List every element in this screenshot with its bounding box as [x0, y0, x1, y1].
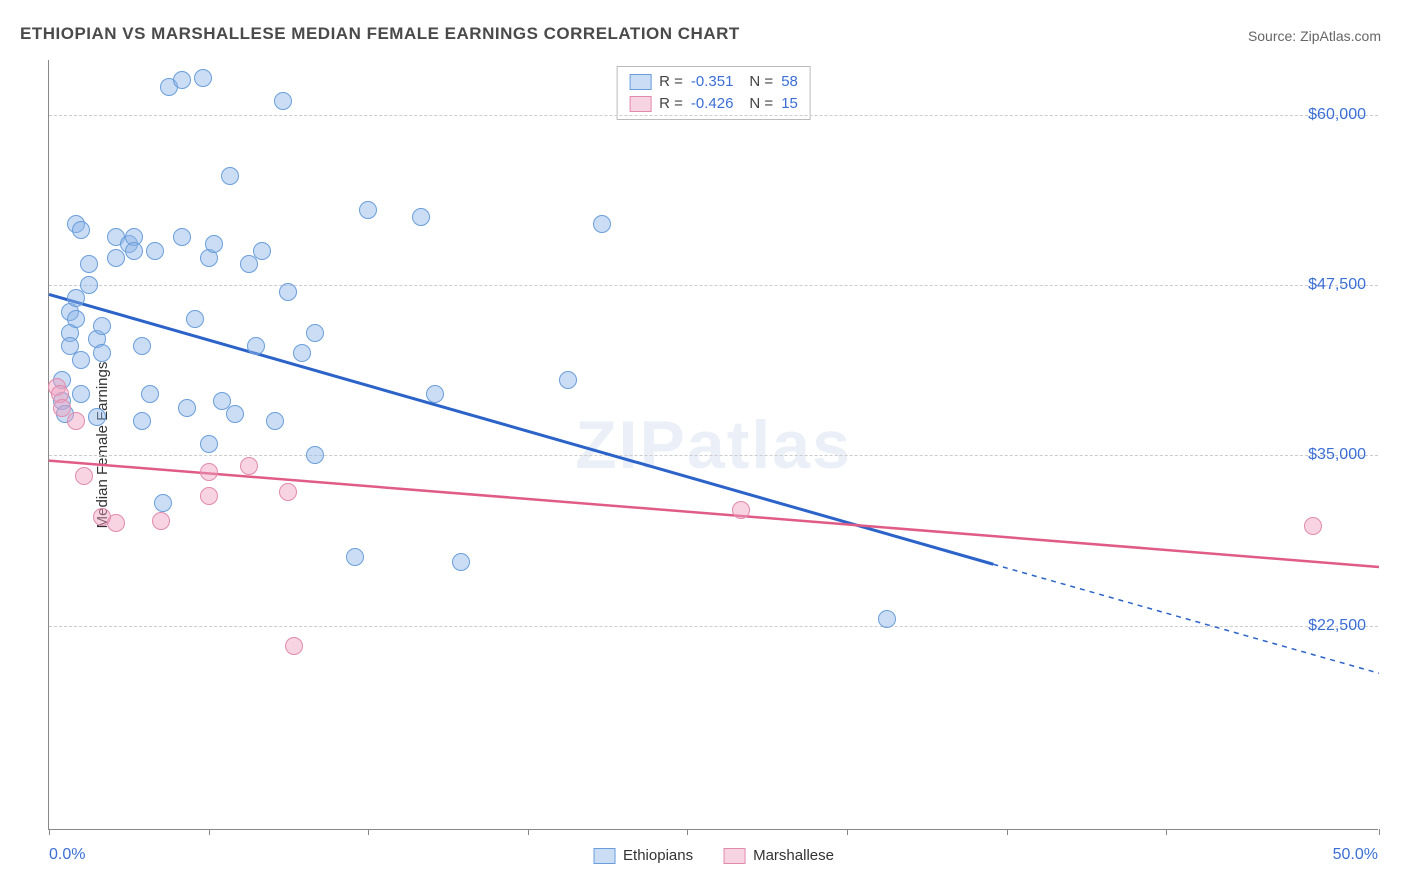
data-point	[75, 467, 93, 485]
data-point	[732, 501, 750, 519]
data-point	[133, 412, 151, 430]
x-tick	[1379, 829, 1380, 835]
data-point	[146, 242, 164, 260]
data-point	[200, 463, 218, 481]
data-point	[412, 208, 430, 226]
data-point	[878, 610, 896, 628]
data-point	[274, 92, 292, 110]
data-point	[426, 385, 444, 403]
data-point	[72, 221, 90, 239]
data-point	[293, 344, 311, 362]
data-point	[88, 408, 106, 426]
data-point	[253, 242, 271, 260]
data-point	[194, 69, 212, 87]
swatch-marshallese	[723, 848, 745, 864]
data-point	[154, 494, 172, 512]
data-point	[285, 637, 303, 655]
data-point	[346, 548, 364, 566]
data-point	[221, 167, 239, 185]
x-min-label: 0.0%	[49, 846, 85, 864]
data-point	[67, 289, 85, 307]
data-point	[173, 71, 191, 89]
data-point	[133, 337, 151, 355]
data-point	[359, 201, 377, 219]
data-point	[178, 399, 196, 417]
data-point	[593, 215, 611, 233]
data-point	[200, 487, 218, 505]
data-point	[93, 317, 111, 335]
data-point	[173, 228, 191, 246]
legend-item-marshallese: Marshallese	[723, 847, 834, 864]
data-point	[266, 412, 284, 430]
data-point	[306, 324, 324, 342]
plot-area: Median Female Earnings ZIPatlas R = -0.3…	[48, 60, 1378, 830]
data-point	[67, 412, 85, 430]
data-point	[72, 351, 90, 369]
data-point	[247, 337, 265, 355]
chart-title: ETHIOPIAN VS MARSHALLESE MEDIAN FEMALE E…	[20, 24, 740, 44]
data-point	[240, 255, 258, 273]
data-point	[559, 371, 577, 389]
series-legend: Ethiopians Marshallese	[593, 847, 834, 864]
trend-lines	[49, 60, 1379, 830]
data-point	[141, 385, 159, 403]
data-point	[452, 553, 470, 571]
data-point	[226, 405, 244, 423]
data-point	[1304, 517, 1322, 535]
data-point	[152, 512, 170, 530]
data-point	[80, 276, 98, 294]
data-point	[107, 514, 125, 532]
source-label: Source: ZipAtlas.com	[1248, 28, 1381, 44]
data-point	[125, 242, 143, 260]
data-point	[107, 249, 125, 267]
swatch-ethiopians	[593, 848, 615, 864]
data-point	[200, 435, 218, 453]
data-point	[72, 385, 90, 403]
data-point	[240, 457, 258, 475]
data-point	[205, 235, 223, 253]
data-point	[67, 310, 85, 328]
x-max-label: 50.0%	[1333, 846, 1378, 864]
legend-item-ethiopians: Ethiopians	[593, 847, 693, 864]
data-point	[186, 310, 204, 328]
data-point	[306, 446, 324, 464]
data-point	[279, 283, 297, 301]
data-point	[279, 483, 297, 501]
data-point	[80, 255, 98, 273]
data-point	[93, 344, 111, 362]
